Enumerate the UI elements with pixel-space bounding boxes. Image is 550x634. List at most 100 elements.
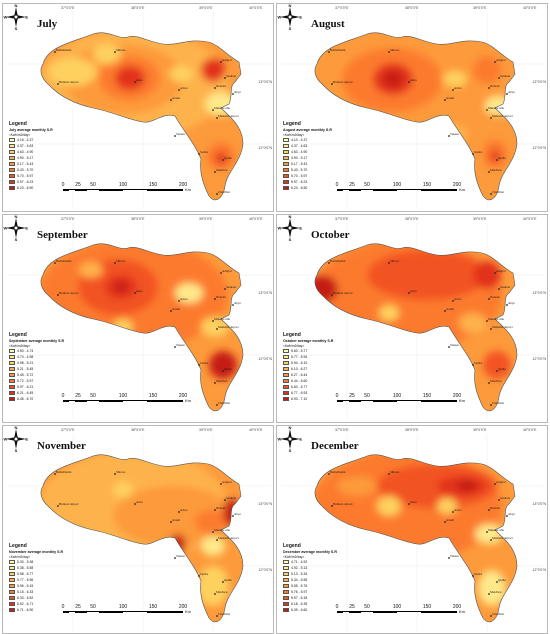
place-label: Adwa (180, 86, 188, 90)
legend-unit: <Kwh/m2/day> (9, 555, 31, 559)
map-panel-september: Bethelhemn Humera airport Shiraro Ansa Adwa A… (2, 214, 274, 423)
place-marker (448, 346, 450, 348)
radiation-zone (437, 498, 457, 514)
place-marker (222, 581, 224, 583)
place-label: Samre (200, 361, 209, 365)
scale-bar-segment (87, 400, 99, 402)
radiation-zone (379, 305, 399, 321)
place-marker (331, 505, 333, 507)
scale-unit-label: Km (459, 187, 465, 192)
legend-range-label: 6.23 - 6.50 (291, 186, 308, 190)
legend-swatch (283, 149, 289, 155)
legend-range-label: 5.21 - 5.45 (17, 367, 34, 371)
place-label: Maikelle airport (218, 114, 239, 118)
radiation-zone (473, 261, 501, 289)
longitude-label: 39°0'0"E (473, 6, 487, 10)
scale-bar-segment (361, 400, 373, 402)
legend-range-label: 6.44 - 6.60 (291, 379, 308, 383)
place-marker (232, 515, 234, 517)
legend-item: 5.70 - 5.97 (9, 173, 65, 179)
legend-range-label: 6.33 - 6.52 (17, 596, 34, 600)
place-label: Nebelet (216, 295, 226, 299)
legend-swatch (283, 372, 289, 378)
legend-range-label: 5.43 - 5.70 (17, 168, 34, 172)
place-label: Mekelle ubu (214, 106, 231, 110)
radiation-zone (169, 66, 193, 82)
place-label: Adwa (454, 508, 462, 512)
scale-tick-label: 200 (178, 182, 188, 188)
place-label: Quiha (224, 578, 232, 582)
legend-range-label: 5.72 - 5.97 (17, 379, 34, 383)
legend-swatch (9, 137, 15, 143)
legend-range-label: 5.97 - 6.21 (17, 385, 34, 389)
place-label: Ansa (410, 78, 417, 82)
legend-range-label: 6.15 - 6.33 (17, 590, 34, 594)
scale-tick-label: 25 (75, 604, 81, 610)
legend-range-label: 6.71 - 6.90 (17, 608, 34, 612)
legend-swatch (9, 390, 15, 396)
place-marker (216, 328, 218, 330)
legend-range-label: 5.38 - 5.58 (17, 566, 34, 570)
place-label: Shiraro (116, 48, 126, 52)
place-label: Axum (172, 96, 180, 100)
scale-tick-label: 100 (118, 182, 128, 188)
scale-tick-label: 0 (335, 393, 339, 399)
place-label: Chechhet (492, 190, 505, 194)
legend-unit: <Kwh/m2/day> (283, 133, 305, 137)
legend-range-label: 5.94 - 6.10 (291, 361, 308, 365)
place-label: Humera airport (333, 291, 353, 295)
compass-s-label: S (15, 26, 18, 30)
place-marker (490, 193, 492, 195)
solar-radiation-map (7, 12, 271, 209)
legend-range-label: 5.58 - 5.77 (17, 572, 34, 576)
place-marker (170, 521, 172, 523)
scale-unit-label: Km (459, 609, 465, 614)
radiation-zone (478, 570, 506, 606)
scale-tick-label: 150 (422, 182, 432, 188)
legend-item: 4.50 - 4.74 (9, 348, 65, 354)
legend-item: 5.38 - 5.58 (9, 565, 65, 571)
north-arrow-icon: N S W E (278, 4, 303, 30)
place-marker (448, 557, 450, 559)
legend-swatch (9, 161, 15, 167)
place-label: Ansa (136, 78, 143, 82)
scale-tick-label: 100 (392, 604, 402, 610)
place-marker (216, 404, 218, 406)
scale-unit-label: Km (185, 187, 191, 192)
place-label: Senkata (500, 496, 511, 500)
scale-tick-label: 50 (364, 393, 370, 399)
place-label: Axum (446, 307, 454, 311)
radiation-zone (113, 319, 133, 335)
longitude-label: 39°0'0"E (473, 428, 487, 432)
place-label: Maichew (490, 168, 502, 172)
north-arrow-icon: N S W E (278, 215, 303, 241)
place-marker (216, 117, 218, 119)
legend-swatch (9, 354, 15, 360)
longitude-label: 37°0'0"E (335, 428, 349, 432)
compass-e-label: E (25, 15, 28, 20)
place-label: Nebelet (216, 506, 226, 510)
scale-bar: 0 25 50 100 150 200 Km (335, 393, 467, 407)
legend-swatch (9, 360, 15, 366)
place-marker (224, 499, 226, 501)
legend-item: 5.70 - 5.97 (283, 173, 339, 179)
place-label: Ansa (136, 500, 143, 504)
place-marker (331, 83, 333, 85)
latitude-label: 13°0'0"N (258, 502, 272, 506)
place-label: Mekelle ubu (214, 317, 231, 321)
legend-swatch (9, 378, 15, 384)
place-label: Senkata (226, 74, 237, 78)
place-marker (496, 581, 498, 583)
place-marker (198, 364, 200, 366)
north-arrow-icon: N S W E (4, 4, 29, 30)
place-marker (232, 304, 234, 306)
place-label: Ansa (136, 289, 143, 293)
place-marker (216, 615, 218, 617)
longitude-label: 40°0'0"E (523, 6, 537, 10)
place-label: Maikelle airport (218, 536, 239, 540)
radiation-zone (201, 536, 225, 556)
longitude-label: 37°0'0"E (335, 217, 349, 221)
legend-swatch (283, 366, 289, 372)
place-marker (220, 483, 222, 485)
legend-range-label: 4.98 - 5.21 (17, 361, 34, 365)
